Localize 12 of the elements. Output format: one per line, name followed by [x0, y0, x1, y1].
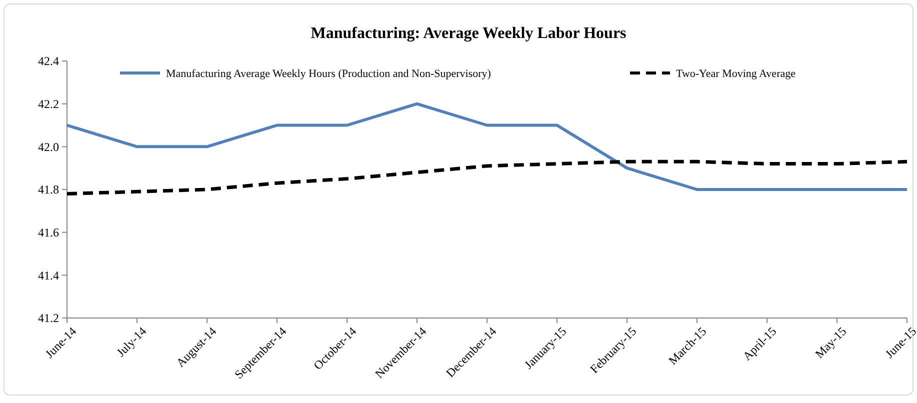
y-tick-label: 41.6: [38, 226, 59, 240]
y-tick-label: 42.0: [38, 140, 59, 154]
line-series: [65, 160, 909, 196]
chart-title: Manufacturing: Average Weekly Labor Hours: [310, 25, 626, 42]
y-tick-label: 41.4: [38, 268, 59, 282]
y-tick-label: 42.2: [38, 97, 59, 112]
y-tick-label: 41.8: [38, 182, 59, 197]
y-tick-label: 41.2: [38, 311, 59, 326]
y-tick-label: 42.4: [38, 54, 59, 68]
legend-label: Manufacturing Average Weekly Hours (Production and Non-Supervisory): [166, 68, 492, 80]
line-series: [66, 102, 908, 191]
legend-label: Two-Year Moving Average: [676, 68, 796, 80]
